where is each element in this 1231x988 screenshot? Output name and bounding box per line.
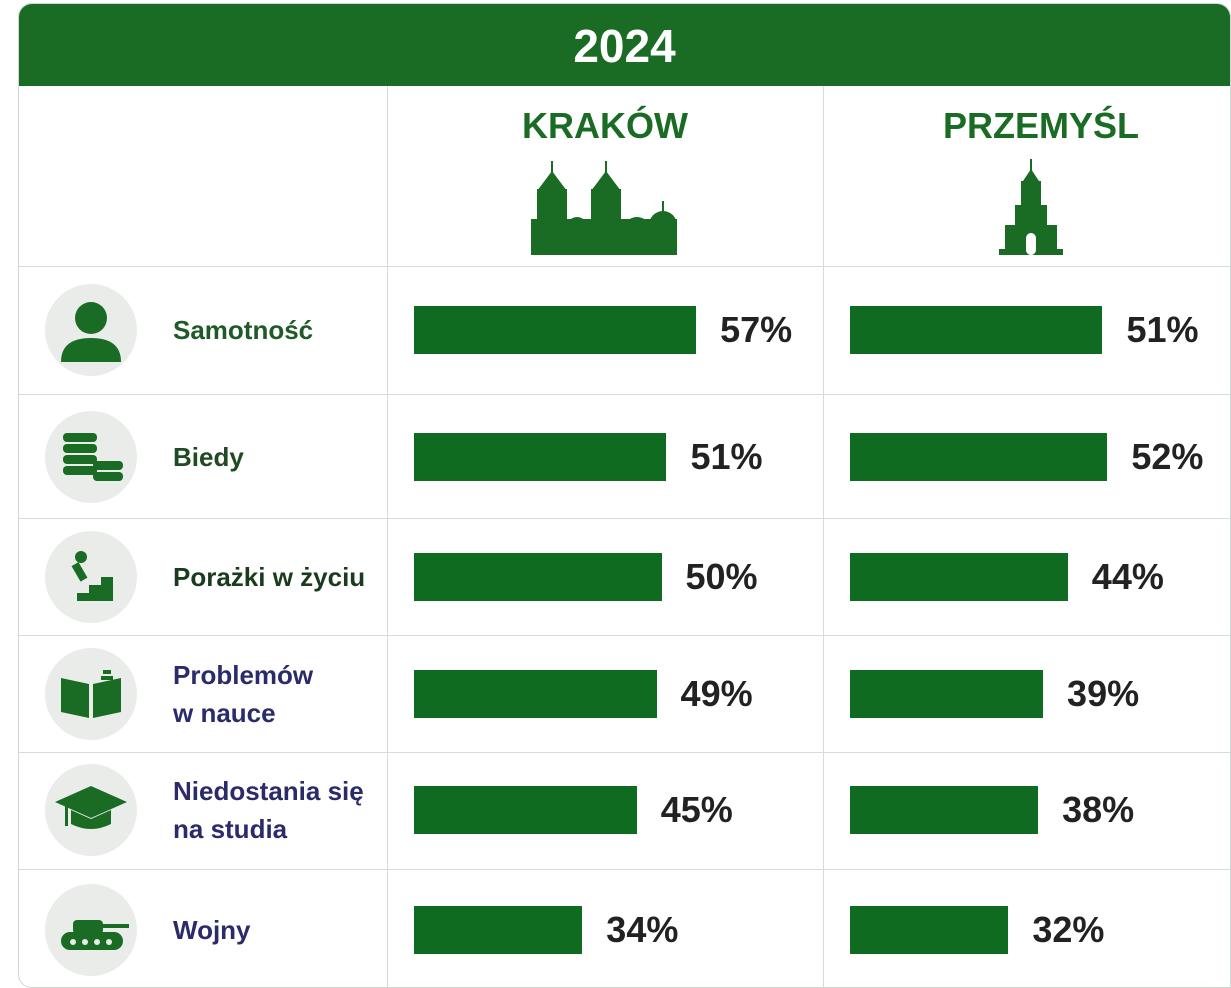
bar (414, 433, 667, 481)
category-label: Problemów w nauce (173, 660, 314, 728)
category-icon (45, 764, 137, 856)
category-label: Samotność (173, 315, 314, 345)
value-label: 51% (690, 436, 763, 477)
icon-glyph (65, 551, 113, 601)
icon-glyph (55, 786, 127, 829)
column-divider (387, 86, 388, 987)
row-divider (19, 752, 1230, 753)
row-divider (19, 518, 1230, 519)
value-label: 34% (606, 909, 679, 950)
bar (850, 786, 1039, 834)
bar (850, 553, 1068, 601)
przemysl-icon (999, 159, 1063, 255)
icon-glyph (61, 920, 129, 950)
value-label: 49% (680, 673, 753, 714)
bar (850, 306, 1103, 354)
row-divider (19, 266, 1230, 267)
row-divider (19, 635, 1230, 636)
value-label: 44% (1091, 556, 1164, 597)
value-label: 50% (685, 556, 758, 597)
series-name: KRAKÓW (522, 105, 688, 146)
category-icon (45, 284, 137, 376)
value-label: 52% (1131, 436, 1204, 477)
row-divider (19, 869, 1230, 870)
value-label: 57% (720, 309, 793, 350)
icon-glyph (61, 670, 121, 718)
bar (414, 306, 697, 354)
bar (850, 433, 1108, 481)
category-icon (45, 884, 137, 976)
chart-title: 2024 (573, 20, 676, 72)
row-divider (19, 394, 1230, 395)
krakow-icon (531, 161, 677, 255)
category-icon (45, 648, 137, 740)
category-label: Biedy (173, 442, 244, 472)
bar (414, 906, 583, 954)
header-band (19, 4, 1230, 86)
column-divider (823, 86, 824, 987)
series-name: PRZEMYŚL (942, 105, 1139, 146)
value-label: 38% (1062, 789, 1135, 830)
category-label: Wojny (173, 915, 251, 945)
bar (414, 670, 657, 718)
bar (850, 906, 1009, 954)
category-icon (45, 411, 137, 503)
bar (850, 670, 1044, 718)
value-label: 32% (1032, 909, 1105, 950)
icon-glyph (63, 433, 123, 481)
card: 2024 KRAKÓW PRZEMYŚL Samotność 57% 51% Biedy 5… (18, 3, 1231, 988)
bar (414, 553, 662, 601)
category-label: Porażki w życiu (173, 562, 366, 592)
bar (414, 786, 637, 834)
value-label: 39% (1067, 673, 1140, 714)
value-label: 51% (1126, 309, 1199, 350)
category-label: Niedostania się na studia (173, 776, 364, 844)
value-label: 45% (660, 789, 733, 830)
icon-glyph (61, 302, 121, 362)
category-icon (45, 531, 137, 623)
